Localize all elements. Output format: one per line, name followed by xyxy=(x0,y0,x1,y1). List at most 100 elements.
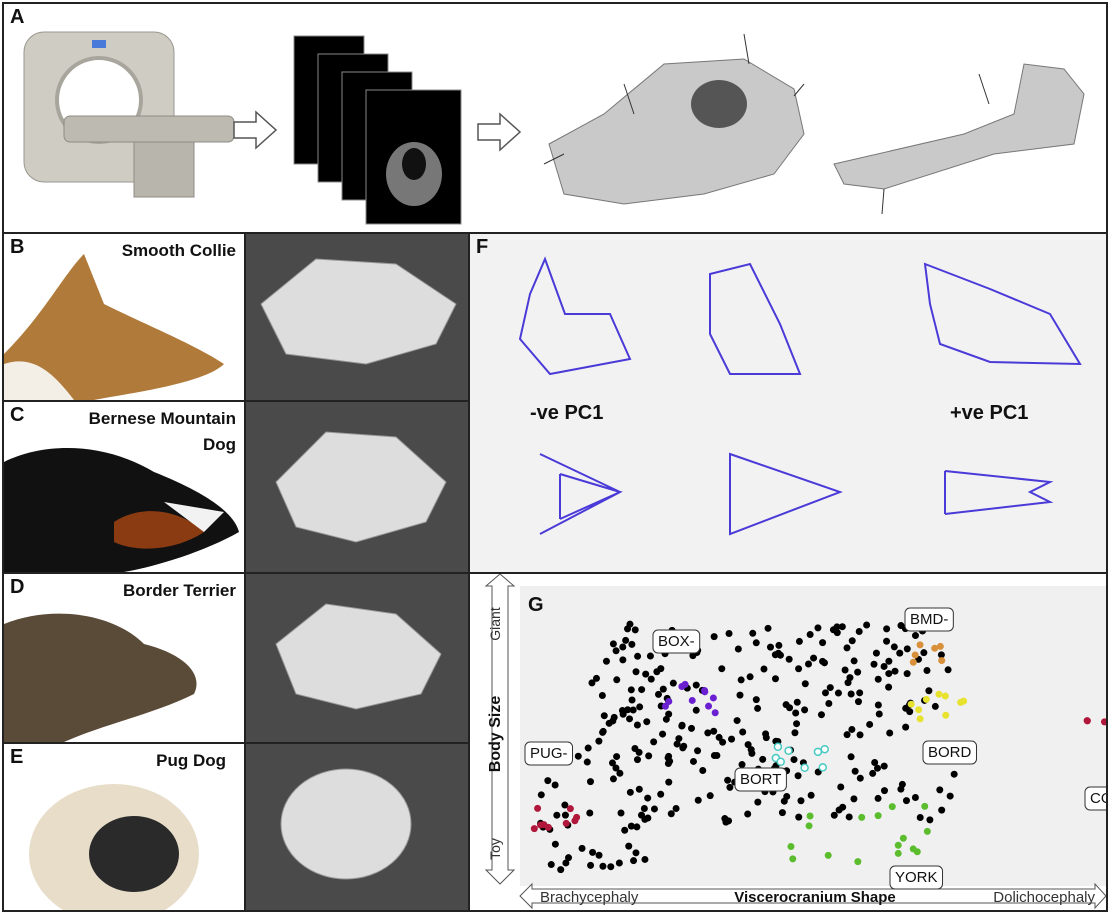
data-point xyxy=(874,701,882,709)
data-point xyxy=(903,670,911,678)
data-point xyxy=(544,777,552,785)
group-point xyxy=(787,843,795,851)
data-point xyxy=(856,689,864,697)
data-point xyxy=(866,720,874,728)
data-point xyxy=(885,670,893,678)
bernese-skull-render xyxy=(244,402,468,572)
panel-label: E xyxy=(10,746,24,768)
data-point xyxy=(589,848,597,856)
data-point xyxy=(680,742,688,750)
data-point xyxy=(863,621,871,629)
data-point xyxy=(920,649,928,657)
pos-pc1-label: +ve PC1 xyxy=(950,402,1028,424)
breed-name-line2: Dog xyxy=(202,435,236,454)
group-point xyxy=(800,763,809,773)
data-point xyxy=(837,783,845,791)
data-point xyxy=(746,673,754,681)
mandible-landmark-model xyxy=(833,63,1085,215)
group-point xyxy=(923,827,931,835)
data-point xyxy=(687,724,695,732)
group-point xyxy=(534,804,542,812)
data-point xyxy=(744,741,752,749)
data-point xyxy=(754,798,762,806)
group-point xyxy=(805,822,813,830)
y-axis-bottom: Toy xyxy=(487,838,503,860)
data-point xyxy=(759,755,767,763)
data-point xyxy=(598,691,606,699)
data-point xyxy=(621,826,629,834)
data-point xyxy=(706,792,714,800)
group-point xyxy=(566,805,574,813)
data-point xyxy=(804,660,812,668)
data-point xyxy=(821,689,829,697)
data-point xyxy=(724,776,732,784)
data-point xyxy=(873,764,881,772)
group-label-box xyxy=(734,767,787,792)
data-point xyxy=(713,752,721,760)
group-point xyxy=(820,744,829,754)
group-point xyxy=(921,802,929,810)
data-point xyxy=(926,816,934,824)
data-point xyxy=(657,665,665,673)
data-point xyxy=(739,728,747,736)
data-point xyxy=(797,797,805,805)
data-point xyxy=(627,822,635,830)
data-point xyxy=(850,795,858,803)
data-point xyxy=(833,623,841,631)
data-point xyxy=(626,715,634,723)
data-point xyxy=(592,674,600,682)
data-point xyxy=(595,851,603,859)
data-point xyxy=(880,787,888,795)
group-point xyxy=(688,696,696,704)
data-point xyxy=(890,643,898,651)
data-point xyxy=(650,738,658,746)
group-point xyxy=(530,825,538,833)
data-point xyxy=(584,744,592,752)
data-point xyxy=(851,767,859,775)
data-point xyxy=(871,758,879,766)
data-point xyxy=(641,855,649,863)
data-point xyxy=(615,859,623,867)
data-point xyxy=(632,668,640,676)
data-point xyxy=(883,625,891,633)
data-point xyxy=(586,809,594,817)
data-point xyxy=(874,794,882,802)
data-point xyxy=(843,644,851,652)
data-point xyxy=(838,623,846,631)
data-point xyxy=(638,686,646,694)
data-point xyxy=(642,670,650,678)
data-point xyxy=(931,702,939,710)
group-label: BOX- xyxy=(658,633,695,650)
data-point xyxy=(662,715,670,723)
data-point xyxy=(619,643,627,651)
data-point xyxy=(692,681,700,689)
data-point xyxy=(600,712,608,720)
group-point xyxy=(915,706,923,714)
data-point xyxy=(617,809,625,817)
data-point xyxy=(665,710,673,718)
data-point xyxy=(565,854,573,862)
data-point xyxy=(880,662,888,670)
data-point xyxy=(775,641,783,649)
data-point xyxy=(613,676,621,684)
panel-label: C xyxy=(10,404,25,426)
data-point xyxy=(588,679,596,687)
data-point xyxy=(795,665,803,673)
data-point xyxy=(664,754,672,762)
group-label: BORD xyxy=(928,744,972,761)
data-point xyxy=(875,710,883,718)
data-point xyxy=(880,762,888,770)
data-point xyxy=(710,727,718,735)
data-point xyxy=(749,629,757,637)
data-point xyxy=(694,747,702,755)
arrow-right-icon xyxy=(233,110,278,150)
data-point xyxy=(841,666,849,674)
data-point xyxy=(785,655,793,663)
data-point xyxy=(557,866,565,874)
group-label-box xyxy=(524,741,574,766)
data-point xyxy=(819,639,827,647)
data-point xyxy=(613,753,621,761)
group-point xyxy=(916,715,924,723)
data-point xyxy=(553,811,561,819)
scatter-plot: Giant Body Size Toy Brachycephaly Viscer… xyxy=(484,574,1106,910)
